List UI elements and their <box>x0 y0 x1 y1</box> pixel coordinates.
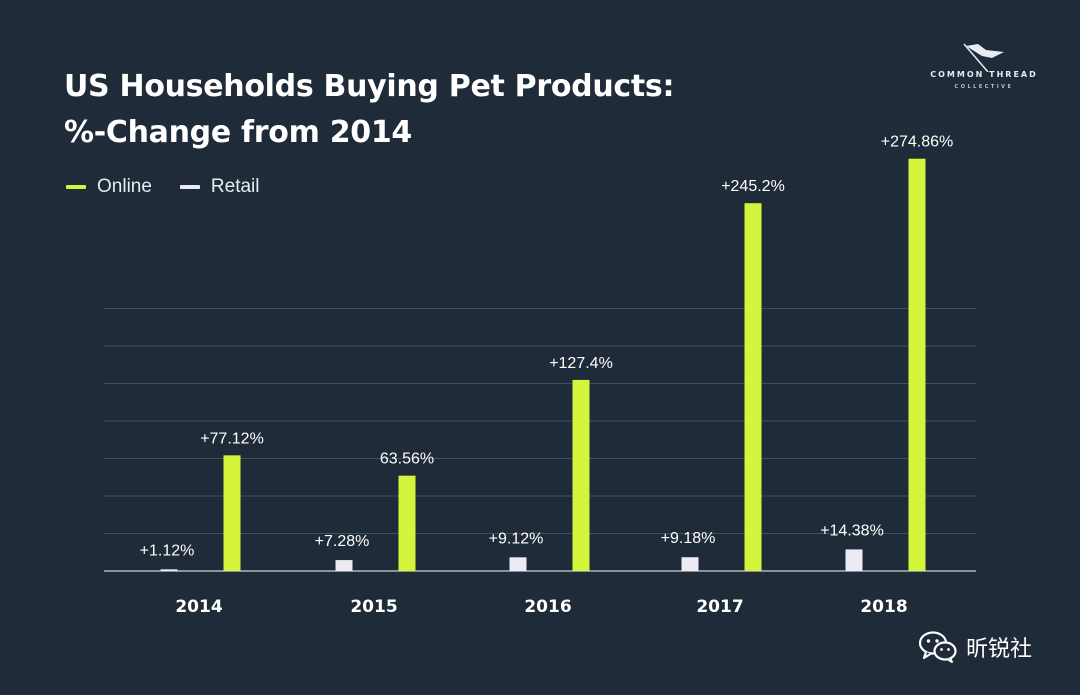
bar-online-2017 <box>744 203 762 571</box>
chart-title: US Households Buying Pet Products: %-Cha… <box>64 64 674 156</box>
x-tick-label-2018: 2018 <box>860 597 907 617</box>
chart-legend: Online Retail <box>66 176 288 198</box>
chart-title-line-2: %-Change from 2014 <box>64 115 413 150</box>
x-tick-label-2015: 2015 <box>350 597 397 617</box>
data-label-retail-2017: +9.18% <box>661 530 716 547</box>
bar-retail-2014 <box>160 569 178 571</box>
x-tick-label-2016: 2016 <box>524 597 571 617</box>
x-tick-label-2014: 2014 <box>175 597 222 617</box>
bar-retail-2018 <box>845 549 863 571</box>
data-label-online-2015: 63.56% <box>380 451 434 468</box>
legend-label-online: Online <box>97 176 152 197</box>
watermark: 昕锐社 <box>918 630 1032 664</box>
bar-online-2014 <box>223 455 241 571</box>
legend-label-retail: Retail <box>210 176 260 197</box>
bar-retail-2017 <box>681 557 699 571</box>
wechat-icon <box>918 631 957 663</box>
bar-online-2015 <box>398 475 416 571</box>
data-label-retail-2018: +14.38% <box>820 522 884 539</box>
bar-online-2018 <box>908 158 926 571</box>
legend-swatch-retail <box>179 185 200 189</box>
data-label-online-2016: +127.4% <box>549 355 613 372</box>
brand-logo: COMMON THREAD COLLECTIVE <box>928 42 1040 94</box>
bar-online-2016 <box>572 379 590 571</box>
flag-icon <box>963 43 1004 73</box>
data-label-online-2017: +245.2% <box>721 178 785 195</box>
logo-sub-text: COLLECTIVE <box>954 84 1014 90</box>
chart-title-line-1: US Households Buying Pet Products: <box>64 69 675 104</box>
x-tick-label-2017: 2017 <box>696 597 743 617</box>
watermark-text: 昕锐社 <box>966 636 1033 661</box>
logo-main-text: COMMON THREAD <box>930 70 1038 79</box>
bar-retail-2015 <box>335 560 353 571</box>
bar-retail-2016 <box>509 557 527 571</box>
legend-swatch-online <box>66 185 86 189</box>
data-label-retail-2014: +1.12% <box>140 542 195 559</box>
data-label-online-2014: +77.12% <box>200 430 264 447</box>
legend-item-retail: Retail <box>179 176 260 198</box>
data-label-retail-2015: +7.28% <box>315 533 370 550</box>
data-label-online-2018: +274.86% <box>881 134 954 151</box>
data-label-retail-2016: +9.12% <box>489 530 544 547</box>
legend-item-online: Online <box>66 176 152 198</box>
